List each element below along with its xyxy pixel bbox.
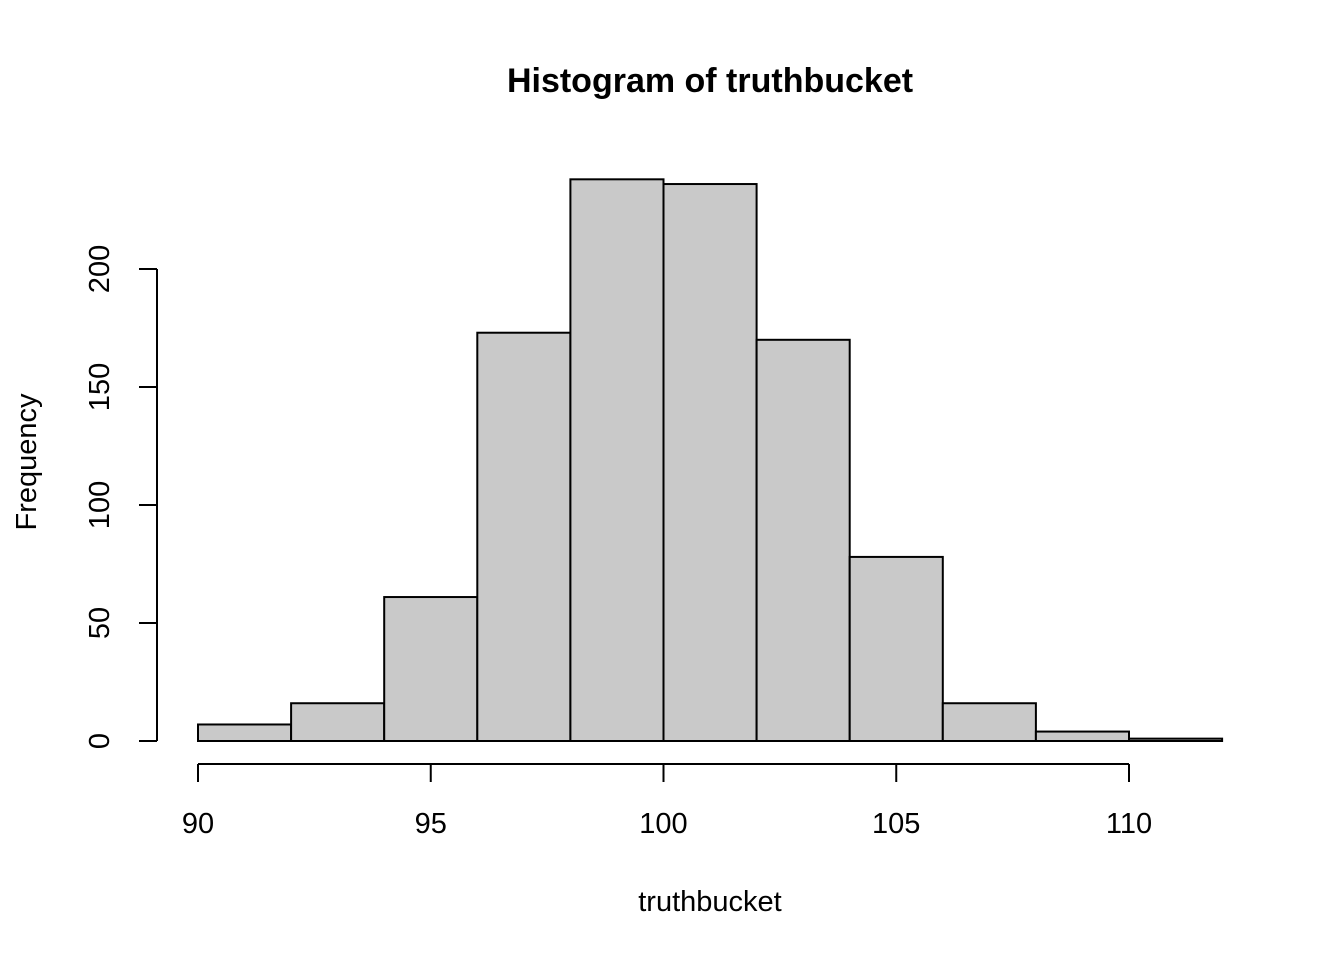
- x-axis-label: truthbucket: [638, 886, 781, 918]
- histogram-bar: [1034, 730, 1131, 742]
- x-tick-label: 100: [639, 808, 687, 840]
- histogram-bar: [569, 178, 665, 742]
- x-tick-label: 90: [182, 808, 214, 840]
- x-axis: 90 95 100 105 110: [182, 763, 1152, 840]
- x-tick-label: 105: [872, 808, 920, 840]
- histogram-bar: [383, 596, 479, 742]
- y-axis: 0 50 100 150 200: [84, 245, 158, 749]
- histogram-bar: [662, 183, 758, 743]
- histogram-bar: [290, 702, 386, 742]
- histogram-bar: [197, 723, 293, 742]
- x-tick-label: 95: [415, 808, 447, 840]
- y-tick-label: 0: [84, 733, 116, 749]
- histogram-bar: [755, 338, 851, 742]
- histogram-bar: [941, 702, 1037, 742]
- x-tick-label: 110: [1106, 808, 1152, 840]
- chart-title: Histogram of truthbucket: [507, 62, 913, 100]
- y-tick-label: 150: [84, 363, 116, 411]
- y-tick-label: 200: [84, 245, 116, 293]
- y-tick-label: 100: [84, 481, 116, 529]
- y-axis-label: Frequency: [11, 393, 43, 531]
- histogram-bar: [1128, 737, 1224, 743]
- y-tick-label: 50: [84, 607, 116, 639]
- histogram-bar: [848, 555, 944, 742]
- histogram-bar: [476, 331, 572, 742]
- histogram-bars: [197, 178, 1224, 743]
